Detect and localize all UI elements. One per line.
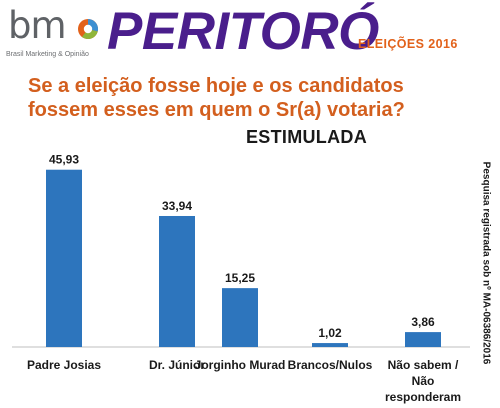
- logo-wordmark: bm: [8, 4, 67, 47]
- bar-chart: 45,93 Padre Josias 33,94 Dr. Júnior 15,25 Jor…: [12, 153, 470, 404]
- pie-logo-icon: [78, 18, 99, 40]
- poll-question-line-1: Se a eleição fosse hoje e os candidatos: [28, 75, 404, 97]
- bar: [222, 288, 258, 347]
- bar: [159, 215, 195, 347]
- registration-note-text: Pesquisa registrada sob nº MA-06386/2016: [480, 161, 492, 365]
- bar-value-label: 1,02: [318, 326, 342, 340]
- category-label: Não: [412, 374, 435, 388]
- bar-value-label: 45,93: [49, 153, 79, 167]
- chart-title: ESTIMULADA: [246, 127, 367, 147]
- logo-tagline: Brasil Marketing & Opinião: [6, 51, 89, 58]
- category-label: Jorginho Murad: [195, 358, 286, 372]
- bar-value-label: 3,86: [411, 315, 435, 329]
- bar-value-label: 15,25: [225, 271, 255, 285]
- category-label: responderam: [385, 390, 461, 404]
- election-year-label: ELEIÇÕES 2016: [358, 37, 458, 51]
- page-title: PERITORÓ: [107, 2, 379, 61]
- bar: [46, 169, 82, 347]
- category-label: Dr. Júnior: [149, 358, 205, 372]
- bmo-logo: bm Brasil Marketing & Opinião: [4, 6, 100, 68]
- category-label: Padre Josias: [27, 358, 101, 372]
- category-label: Brancos/Nulos: [288, 358, 373, 372]
- category-label: Não sabem /: [388, 358, 459, 372]
- bar-value-label: 33,94: [162, 199, 192, 213]
- logo-slice-green: [82, 29, 98, 40]
- bar: [405, 332, 441, 347]
- bar: [312, 343, 348, 347]
- poll-question: Se a eleição fosse hoje e os candidatos …: [28, 74, 468, 122]
- poll-question-line-2: fossem esses em quem o Sr(a) votaria?: [28, 99, 405, 121]
- logo-center: [83, 24, 93, 34]
- registration-note: Pesquisa registrada sob nº MA-06386/2016: [478, 128, 494, 398]
